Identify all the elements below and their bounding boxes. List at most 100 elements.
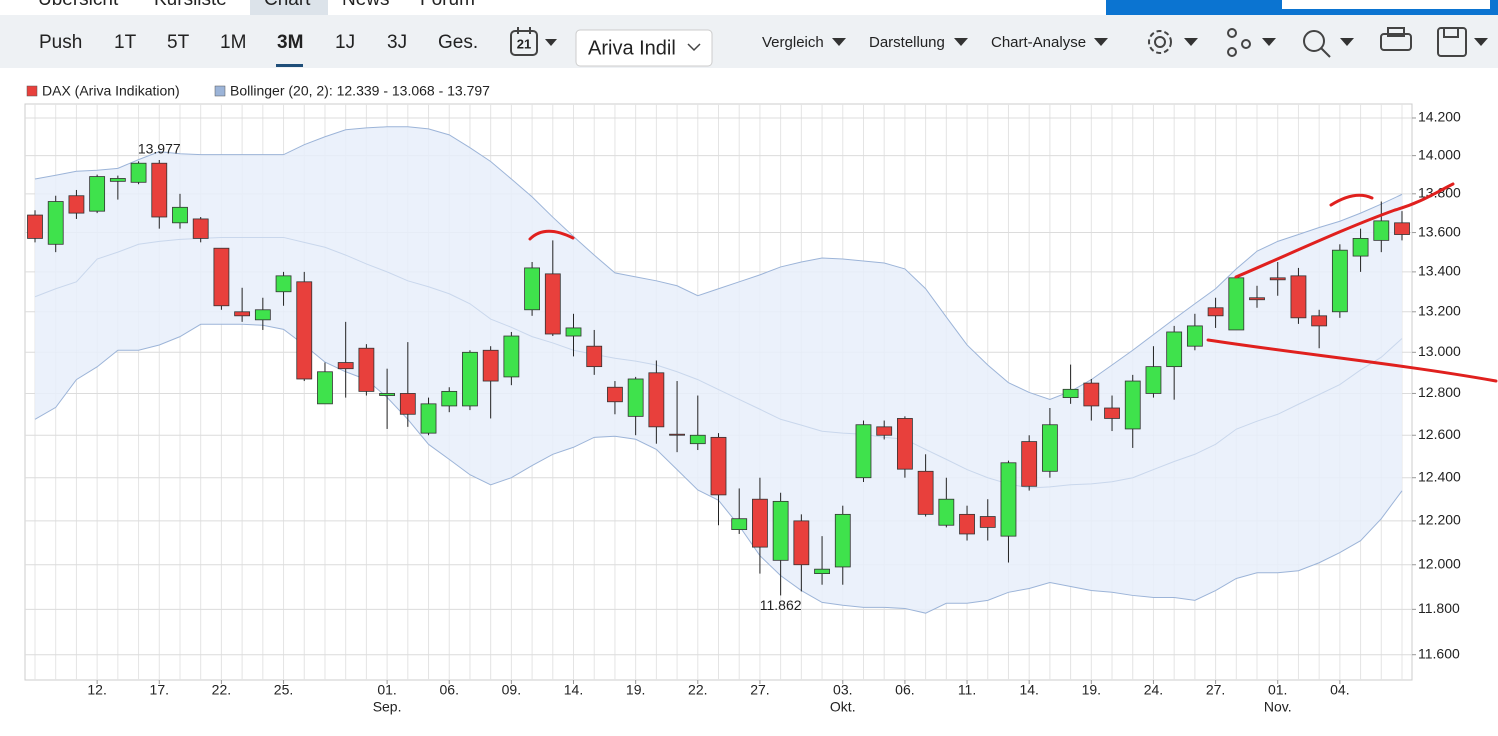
band-upper bbox=[34, 126, 1403, 401]
candle-body bbox=[1124, 380, 1141, 430]
y-tick-label: 14.000 bbox=[1418, 146, 1461, 162]
extreme-label: 11.862 bbox=[760, 597, 802, 613]
nav-tab[interactable]: Chart bbox=[264, 0, 311, 10]
search-input[interactable] bbox=[1282, 0, 1490, 9]
print-icon[interactable] bbox=[1380, 33, 1412, 51]
x-tick-label: 27. bbox=[750, 682, 769, 698]
dropdown-arrow bbox=[545, 39, 557, 46]
candle-body bbox=[234, 311, 251, 317]
candle-body bbox=[317, 371, 333, 405]
candle-body bbox=[917, 470, 934, 515]
dropdown-arrow bbox=[1184, 38, 1198, 46]
x-tick-label: 14. bbox=[564, 682, 583, 698]
range-button[interactable]: 5T bbox=[167, 32, 190, 53]
band-middle bbox=[34, 236, 1403, 489]
candle-body bbox=[544, 273, 561, 335]
calendar-icon[interactable]: 21 bbox=[510, 27, 557, 56]
candle-body bbox=[1104, 407, 1120, 419]
x-tick-label: 11. bbox=[958, 682, 976, 698]
candle-body bbox=[47, 201, 64, 245]
y-tick-label: 13.000 bbox=[1418, 343, 1461, 359]
y-tick-label: 13.600 bbox=[1418, 223, 1461, 239]
calendar-frame bbox=[510, 30, 538, 56]
candle-body bbox=[1166, 331, 1183, 368]
hand-drawn-arc bbox=[528, 229, 575, 241]
legend-swatch bbox=[26, 85, 38, 97]
x-tick-label: 06. bbox=[440, 682, 459, 698]
x-tick-label: 19. bbox=[1082, 682, 1101, 698]
dropdown-arrow bbox=[1262, 38, 1276, 46]
candle-body bbox=[834, 513, 851, 568]
candle-body bbox=[109, 178, 126, 182]
y-tick-label: 11.800 bbox=[1418, 600, 1460, 616]
x-month-label: Sep. bbox=[373, 699, 402, 715]
nav-tab[interactable]: Übersicht bbox=[38, 0, 119, 10]
hand-drawn-arc bbox=[1329, 193, 1374, 207]
candle-body bbox=[855, 424, 872, 479]
y-tick-label: 13.200 bbox=[1418, 302, 1461, 318]
candle-body bbox=[793, 520, 810, 566]
x-tick-label: 22. bbox=[212, 682, 231, 698]
extreme-label: 13.977 bbox=[138, 141, 181, 157]
y-tick-label: 12.400 bbox=[1418, 468, 1461, 484]
x-tick-label: 14. bbox=[1019, 682, 1038, 698]
menu-button[interactable]: Vergleich bbox=[762, 34, 824, 51]
share-node[interactable] bbox=[1227, 28, 1237, 38]
candle-body bbox=[897, 418, 913, 470]
range-button[interactable]: Ges. bbox=[438, 32, 478, 53]
candle-body bbox=[172, 206, 188, 224]
nav-tab[interactable]: Kursliste bbox=[154, 0, 227, 10]
zoom-icon[interactable] bbox=[1303, 30, 1325, 52]
candle-body bbox=[689, 434, 706, 445]
candle-body bbox=[130, 162, 147, 183]
candle-body bbox=[607, 386, 623, 403]
candle-body bbox=[1290, 275, 1307, 319]
candle-body bbox=[482, 349, 499, 382]
menu-button[interactable]: Darstellung bbox=[869, 34, 945, 51]
legend-label: DAX (Ariva Indikation) bbox=[42, 83, 180, 99]
source-select-text: Ariva Indil bbox=[588, 37, 676, 59]
x-tick-label: 09. bbox=[502, 682, 521, 698]
candle-body bbox=[358, 347, 375, 392]
candle-body bbox=[1041, 424, 1058, 472]
range-button[interactable]: 3M bbox=[277, 32, 303, 53]
x-tick-label: 01. bbox=[1268, 682, 1287, 698]
candle-body bbox=[213, 247, 230, 307]
candle-body bbox=[565, 327, 582, 337]
range-button[interactable]: 1J bbox=[335, 32, 355, 53]
x-tick-label: 27. bbox=[1206, 682, 1225, 698]
candle-body bbox=[1249, 297, 1265, 301]
candle-body bbox=[420, 403, 437, 434]
candle-body bbox=[731, 518, 748, 530]
candle-body bbox=[586, 345, 603, 368]
candle-body bbox=[1331, 249, 1348, 313]
menu-button[interactable]: Chart-Analyse bbox=[991, 34, 1086, 51]
y-tick-label: 11.600 bbox=[1418, 645, 1460, 661]
candle-body bbox=[1186, 325, 1203, 347]
nav-tab[interactable]: Forum bbox=[420, 0, 475, 10]
candle-body bbox=[1083, 382, 1100, 407]
candle-body bbox=[938, 498, 955, 526]
x-tick-label: 22. bbox=[688, 682, 707, 698]
y-tick-label: 12.200 bbox=[1418, 512, 1461, 528]
y-tick-label: 12.000 bbox=[1418, 555, 1461, 571]
dropdown-arrow bbox=[1094, 38, 1108, 46]
candle-body bbox=[275, 275, 292, 293]
range-button[interactable]: 3J bbox=[387, 32, 407, 53]
calendar-day: 21 bbox=[517, 36, 531, 51]
y-tick-label: 14.200 bbox=[1418, 109, 1461, 125]
candle-body bbox=[1021, 441, 1038, 487]
save-shutter bbox=[1443, 27, 1459, 38]
candle-body bbox=[1352, 238, 1369, 257]
nav-tab[interactable]: News bbox=[342, 0, 390, 10]
source-select[interactable] bbox=[575, 29, 713, 67]
y-tick-label: 13.400 bbox=[1418, 263, 1461, 279]
range-button[interactable]: Push bbox=[39, 32, 82, 53]
candle-body bbox=[89, 176, 106, 212]
settings-icon[interactable] bbox=[1148, 30, 1172, 54]
range-button[interactable]: 1M bbox=[220, 32, 246, 53]
x-month-label: Nov. bbox=[1264, 699, 1292, 715]
x-tick-label: 06. bbox=[895, 682, 914, 698]
range-button[interactable]: 1T bbox=[114, 32, 137, 53]
candle-body bbox=[379, 393, 396, 396]
